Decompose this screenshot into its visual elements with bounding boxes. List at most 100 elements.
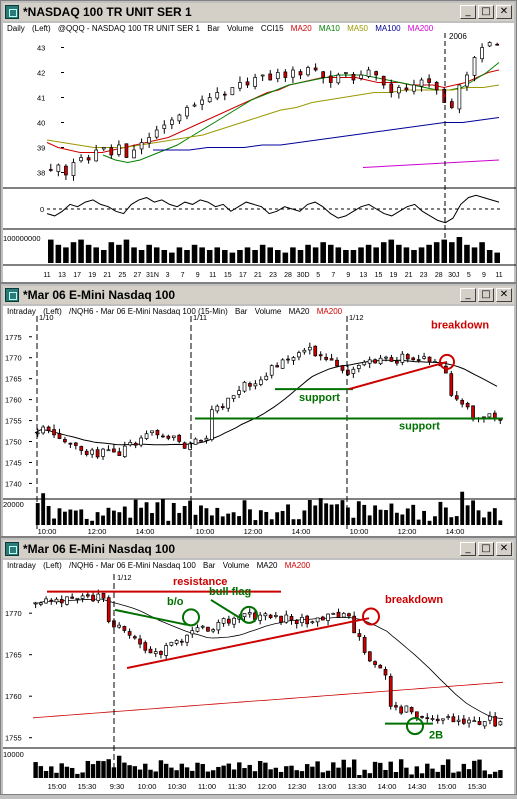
price-candle bbox=[279, 615, 283, 623]
price-candle bbox=[153, 651, 158, 654]
volume-bar bbox=[90, 520, 95, 525]
price-candle bbox=[215, 92, 220, 99]
cci-line bbox=[46, 194, 500, 224]
close-button[interactable]: ✕ bbox=[496, 5, 512, 19]
volume-bar bbox=[258, 510, 263, 525]
volume-bar bbox=[95, 512, 100, 525]
plot-area[interactable]: Daily (Left) @QQQ - NASDAQ 100 TR UNIT S… bbox=[3, 23, 516, 282]
volume-bar bbox=[350, 250, 357, 263]
volume-bar bbox=[278, 771, 284, 778]
price-candle bbox=[449, 373, 454, 396]
volume-bar bbox=[116, 755, 122, 778]
price-candle bbox=[404, 87, 409, 91]
maximize-button[interactable]: □ bbox=[478, 288, 494, 302]
price-candle bbox=[54, 598, 59, 603]
minimize-button[interactable]: _ bbox=[460, 5, 476, 19]
price-candle bbox=[427, 78, 431, 83]
volume-bar bbox=[160, 499, 165, 525]
price-candle bbox=[132, 149, 136, 159]
price-candle bbox=[326, 613, 330, 621]
volume-bar bbox=[190, 770, 195, 778]
close-button[interactable]: ✕ bbox=[496, 288, 512, 302]
window-titlebar[interactable]: *Mar 06 E-Mini Nasdaq 100 _ □ ✕ bbox=[3, 540, 514, 558]
price-candle bbox=[226, 618, 231, 624]
price-candle bbox=[221, 618, 226, 624]
volume-bar bbox=[362, 504, 367, 525]
volume-bar bbox=[403, 247, 410, 263]
price-candle bbox=[188, 443, 192, 450]
x-tick-label: 21 bbox=[103, 272, 111, 279]
volume-bar bbox=[193, 514, 198, 525]
volume-bar bbox=[259, 244, 266, 263]
volume-bar bbox=[329, 504, 334, 525]
price-candle bbox=[414, 711, 419, 718]
volume-bar bbox=[411, 250, 417, 263]
volume-bar bbox=[111, 510, 116, 525]
maximize-button[interactable]: □ bbox=[478, 542, 494, 556]
chart-window-icon[interactable] bbox=[5, 542, 19, 556]
volume-bar bbox=[394, 512, 399, 525]
volume-bar bbox=[378, 762, 383, 778]
volume-bar bbox=[161, 250, 168, 263]
minimize-button[interactable]: _ bbox=[460, 542, 476, 556]
maximize-button[interactable]: □ bbox=[478, 5, 494, 19]
hdr-period: Intraday bbox=[7, 307, 36, 316]
price-candle bbox=[329, 358, 334, 361]
price-candle bbox=[206, 626, 210, 632]
price-candle bbox=[420, 716, 424, 718]
volume-bar bbox=[389, 503, 394, 525]
close-button[interactable]: ✕ bbox=[496, 542, 512, 556]
price-candle bbox=[79, 157, 83, 162]
volume-bar bbox=[38, 766, 44, 778]
volume-bar bbox=[325, 770, 331, 778]
price-candle bbox=[446, 716, 451, 718]
price-candle bbox=[264, 375, 269, 381]
price-candle bbox=[139, 437, 143, 446]
price-candle bbox=[482, 721, 487, 727]
price-candle bbox=[101, 147, 106, 150]
volume-bar bbox=[138, 250, 145, 263]
price-candle bbox=[336, 611, 341, 618]
price-candle bbox=[286, 358, 290, 361]
x-tick-label: 17 bbox=[73, 272, 81, 279]
volume-bar bbox=[75, 773, 80, 778]
price-candle bbox=[91, 594, 95, 602]
price-candle bbox=[122, 626, 127, 631]
price-tick-label: 43 bbox=[37, 44, 45, 53]
volume-bar bbox=[33, 762, 38, 778]
plot-area[interactable]: Intraday (Left) /NQH6 - Mar 06 E-Mini Na… bbox=[3, 306, 516, 536]
volume-bar bbox=[166, 520, 171, 525]
volume-bar bbox=[127, 765, 132, 778]
price-candle bbox=[169, 641, 174, 646]
hdr-symbol: @QQQ - NASDAQ 100 TR UNIT SER 1 bbox=[57, 24, 201, 33]
volume-bar bbox=[346, 767, 352, 778]
price-candle bbox=[498, 721, 503, 726]
hdr-ma20: MA20 bbox=[288, 307, 310, 316]
window-titlebar[interactable]: *NASDAQ 100 TR UNIT SER 1 _ □ ✕ bbox=[3, 3, 514, 21]
price-candle bbox=[318, 354, 323, 357]
volume-bar bbox=[263, 762, 268, 778]
window-title: *NASDAQ 100 TR UNIT SER 1 bbox=[23, 5, 192, 19]
plot-area[interactable]: Intraday (Left) /NQH6 - Mar 06 E-Mini Na… bbox=[3, 560, 516, 794]
price-candle bbox=[280, 359, 285, 369]
volume-bar bbox=[191, 244, 198, 263]
price-candle bbox=[96, 593, 101, 601]
chart-window-icon[interactable] bbox=[5, 5, 19, 19]
chart-window-icon[interactable] bbox=[5, 288, 19, 302]
price-candle bbox=[124, 143, 129, 158]
volume-bar bbox=[237, 516, 241, 525]
minimize-button[interactable]: _ bbox=[460, 288, 476, 302]
volume-bar bbox=[275, 250, 281, 263]
price-candle bbox=[399, 706, 404, 714]
price-candle bbox=[109, 147, 114, 156]
price-candle bbox=[139, 142, 144, 150]
volume-bar bbox=[59, 763, 64, 778]
volume-bar bbox=[378, 509, 383, 525]
volume-bar bbox=[139, 507, 144, 525]
price-candle bbox=[384, 356, 388, 359]
window-titlebar[interactable]: *Mar 06 E-Mini Nasdaq 100 _ □ ✕ bbox=[3, 286, 514, 304]
price-tick-label: 1765 bbox=[5, 651, 22, 660]
price-candle bbox=[52, 429, 56, 436]
price-candle bbox=[44, 598, 48, 604]
price-tick-label: 1760 bbox=[5, 396, 22, 405]
